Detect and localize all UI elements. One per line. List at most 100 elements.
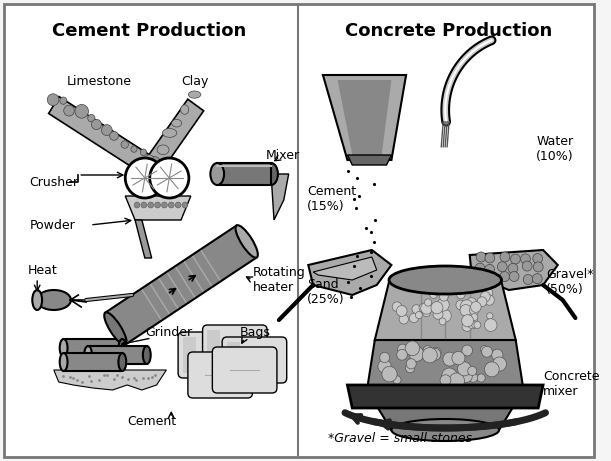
Ellipse shape	[32, 290, 42, 310]
Circle shape	[456, 290, 465, 299]
Ellipse shape	[264, 163, 278, 185]
Text: Grinder: Grinder	[145, 325, 192, 338]
Circle shape	[485, 319, 497, 331]
Circle shape	[456, 300, 466, 310]
Circle shape	[469, 306, 479, 315]
Circle shape	[150, 158, 189, 198]
Circle shape	[155, 202, 161, 208]
Circle shape	[175, 202, 181, 208]
Polygon shape	[308, 250, 392, 295]
Circle shape	[397, 349, 408, 360]
Circle shape	[439, 309, 452, 322]
Circle shape	[462, 345, 472, 356]
Bar	[88, 346, 147, 364]
Circle shape	[141, 202, 147, 208]
Circle shape	[497, 262, 507, 272]
Circle shape	[393, 376, 401, 384]
Ellipse shape	[210, 163, 224, 185]
Polygon shape	[135, 220, 152, 258]
Circle shape	[522, 261, 532, 271]
Circle shape	[460, 305, 472, 316]
Circle shape	[449, 373, 464, 389]
Circle shape	[476, 252, 486, 262]
Circle shape	[131, 146, 137, 152]
Polygon shape	[470, 250, 558, 290]
Circle shape	[485, 253, 495, 263]
Bar	[218, 163, 271, 185]
Circle shape	[60, 97, 67, 104]
Ellipse shape	[157, 145, 169, 154]
Ellipse shape	[104, 313, 126, 345]
Circle shape	[480, 291, 490, 302]
Text: Cement: Cement	[127, 415, 176, 428]
Circle shape	[378, 360, 391, 373]
Circle shape	[434, 289, 440, 296]
Circle shape	[437, 298, 449, 311]
Circle shape	[462, 315, 474, 327]
Polygon shape	[54, 370, 166, 390]
Ellipse shape	[172, 119, 181, 127]
Circle shape	[134, 202, 140, 208]
Circle shape	[481, 346, 492, 357]
FancyBboxPatch shape	[222, 337, 287, 383]
Circle shape	[475, 263, 485, 273]
Text: Limestone: Limestone	[67, 75, 131, 88]
Text: Cement
(15%): Cement (15%)	[307, 185, 356, 213]
Circle shape	[88, 114, 95, 122]
Circle shape	[430, 290, 437, 298]
Circle shape	[484, 295, 494, 305]
Text: Crusher: Crusher	[29, 176, 78, 189]
Text: Gravel*
(50%): Gravel* (50%)	[546, 268, 593, 296]
Circle shape	[480, 346, 488, 354]
Text: *Gravel = small stones: *Gravel = small stones	[328, 432, 472, 445]
Bar	[64, 353, 122, 371]
Circle shape	[406, 363, 415, 373]
Text: Powder: Powder	[29, 219, 75, 231]
Circle shape	[148, 157, 161, 169]
Text: Heat: Heat	[27, 264, 57, 277]
Circle shape	[443, 352, 456, 366]
Circle shape	[440, 375, 451, 386]
Circle shape	[392, 302, 402, 312]
Circle shape	[431, 348, 441, 358]
Circle shape	[469, 373, 478, 382]
Circle shape	[482, 288, 492, 298]
Polygon shape	[49, 96, 157, 177]
Circle shape	[161, 202, 167, 208]
Circle shape	[533, 262, 543, 272]
Circle shape	[439, 318, 446, 325]
Circle shape	[533, 254, 543, 264]
Text: Bags: Bags	[240, 325, 271, 338]
Circle shape	[462, 321, 472, 331]
Circle shape	[425, 299, 431, 306]
Circle shape	[477, 297, 487, 307]
Polygon shape	[271, 174, 288, 220]
Circle shape	[47, 94, 59, 106]
Polygon shape	[348, 385, 543, 408]
Circle shape	[412, 305, 421, 313]
Circle shape	[382, 366, 397, 382]
Text: Concrete
mixer: Concrete mixer	[543, 370, 599, 398]
Ellipse shape	[60, 339, 68, 357]
Circle shape	[442, 368, 457, 384]
Ellipse shape	[163, 129, 177, 137]
Ellipse shape	[119, 353, 126, 371]
Circle shape	[511, 254, 521, 264]
Circle shape	[487, 313, 493, 319]
Circle shape	[121, 141, 128, 148]
Circle shape	[441, 290, 449, 299]
Circle shape	[148, 202, 153, 208]
Ellipse shape	[188, 91, 201, 98]
Circle shape	[140, 149, 147, 155]
Circle shape	[460, 370, 472, 383]
Circle shape	[474, 321, 481, 329]
Polygon shape	[183, 337, 196, 373]
Ellipse shape	[37, 290, 71, 310]
Circle shape	[439, 292, 448, 301]
Circle shape	[423, 309, 430, 317]
Circle shape	[485, 362, 499, 377]
Circle shape	[523, 274, 533, 284]
Circle shape	[406, 359, 416, 369]
Polygon shape	[313, 257, 377, 280]
Circle shape	[405, 341, 420, 356]
